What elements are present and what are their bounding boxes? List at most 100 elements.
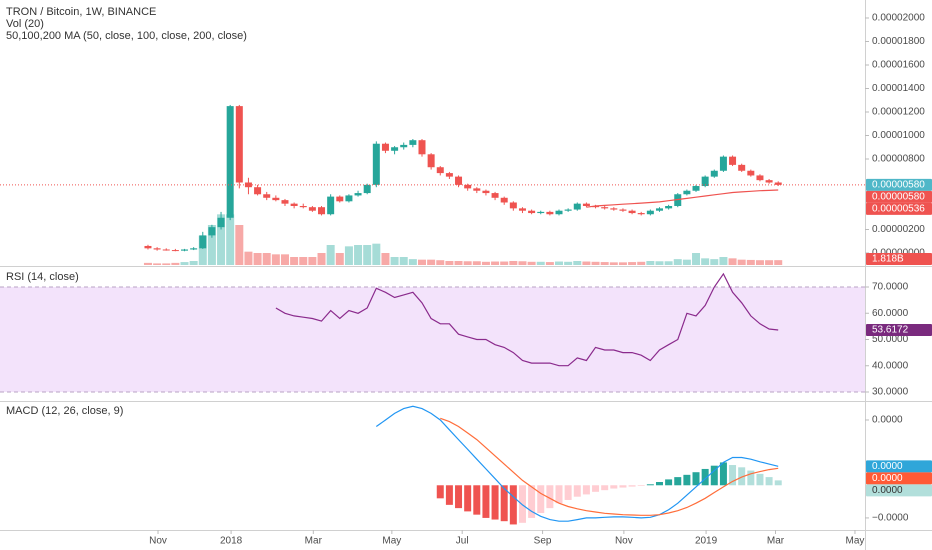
volume-bar [189, 261, 198, 265]
volume-bar [737, 259, 746, 265]
candle-body [217, 217, 225, 228]
volume-bar [582, 261, 591, 265]
volume-bar [481, 261, 490, 265]
candle-body [582, 203, 590, 207]
volume-bar [628, 262, 637, 265]
candle-body [299, 206, 307, 208]
volume-bar [317, 253, 326, 265]
rsi-tag [866, 324, 932, 337]
candle-body [756, 175, 764, 181]
histogram-bar [473, 485, 481, 515]
volume-bar [774, 260, 783, 265]
volume-bar [308, 257, 317, 265]
value-tag-label: 0.00000580 [872, 179, 925, 190]
histogram-bar [464, 485, 472, 512]
volume-bar [609, 262, 618, 265]
histogram-bar [665, 479, 673, 486]
volume-bar [344, 246, 353, 265]
value-tag [866, 190, 932, 203]
candle-body [473, 188, 481, 191]
volume-bar [527, 261, 536, 265]
candle-body [455, 176, 463, 185]
volume-bar [143, 262, 152, 265]
candle-body [692, 186, 700, 191]
volume-bar [354, 245, 363, 265]
volume-bar [600, 262, 609, 265]
candle-body [409, 140, 417, 145]
candle-body [199, 235, 207, 249]
y-tick-label: 40.0000 [872, 360, 909, 371]
x-tick-label: Jul [456, 536, 469, 547]
volume-bar [299, 257, 308, 265]
x-tick-label: Nov [615, 536, 633, 547]
histogram-bar [592, 485, 600, 492]
volume-bar [710, 259, 719, 265]
volume-bar [180, 262, 189, 265]
candle-body [528, 210, 536, 214]
candle-body [646, 210, 654, 215]
candle-body [546, 211, 554, 215]
volume-bar [509, 261, 518, 265]
y-tick-label: 0.00002000 [872, 13, 925, 24]
volume-bar [408, 259, 417, 265]
histogram-bar [573, 485, 581, 497]
histogram-bar [582, 485, 590, 495]
candle-body [144, 245, 152, 249]
x-tick-label: Mar [767, 536, 785, 547]
histogram-bar [555, 485, 563, 504]
candle-body [363, 184, 371, 194]
candle-body [674, 194, 682, 207]
histogram-bar [601, 485, 609, 491]
volume-bar [646, 261, 655, 265]
volume-bar [162, 263, 171, 265]
volume-bar [244, 251, 253, 265]
volume-bar [262, 253, 271, 265]
candle-body [318, 207, 326, 215]
candle-body [482, 190, 490, 194]
value-tag [866, 178, 932, 191]
volume-bar [536, 261, 545, 265]
volume-bar [728, 258, 737, 265]
volume-bar [500, 261, 509, 265]
x-tick-label: Mar [305, 536, 323, 547]
histogram-bar [436, 485, 444, 499]
candle-body [555, 210, 563, 215]
x-tick-label: Nov [149, 536, 167, 547]
histogram-bar [628, 485, 636, 487]
y-tick-label: 0.00001000 [872, 130, 925, 141]
histogram-bar [646, 484, 654, 486]
histogram-bar [509, 485, 517, 525]
volume-bar [637, 261, 646, 265]
candle-body [272, 197, 280, 201]
volume-bar [280, 254, 289, 265]
volume-bar [372, 243, 381, 265]
volume-bar [472, 261, 481, 265]
candle-body [226, 106, 234, 218]
candle-body [537, 211, 545, 214]
candle-body [381, 143, 389, 151]
candle-body [509, 202, 517, 209]
candle-body [427, 154, 435, 168]
candle-body [655, 208, 663, 211]
volume-bar [235, 225, 244, 265]
volume-bar [591, 261, 600, 265]
volume-bar [618, 262, 627, 265]
candle-body [436, 167, 444, 174]
histogram-bar [518, 485, 526, 523]
histogram-bar [765, 477, 773, 486]
rsi-tag-label: 53.6172 [872, 325, 909, 336]
volume-tag-label: 1.818B [872, 254, 904, 265]
volume-bar [207, 225, 216, 265]
candle-body [683, 190, 691, 195]
x-tick-label: 2019 [695, 536, 718, 547]
x-tick-label: May [845, 536, 864, 547]
volume-bar [765, 260, 774, 265]
y-tick-label: 0.00001600 [872, 60, 925, 71]
volume-bar [719, 257, 728, 265]
histogram-bar [619, 485, 627, 488]
histogram-bar [537, 485, 545, 514]
y-tick-label: 60.0000 [872, 308, 909, 319]
candle-body [400, 144, 408, 148]
candle-body [738, 164, 746, 171]
volume-bar [664, 261, 673, 265]
